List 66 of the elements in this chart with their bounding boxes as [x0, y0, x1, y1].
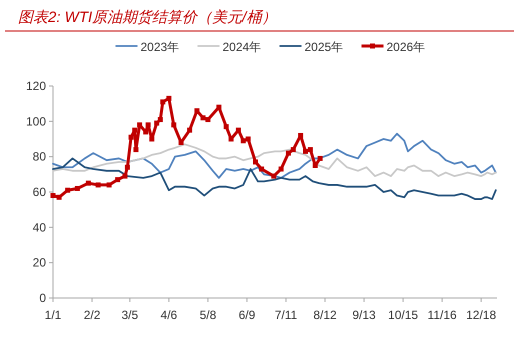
point: [187, 128, 192, 133]
x-tick-label: 3/5: [122, 308, 139, 322]
point: [318, 156, 323, 161]
point: [312, 163, 318, 168]
point: [122, 174, 128, 179]
point: [205, 117, 210, 122]
point: [246, 136, 251, 142]
y-tick-label: 20: [32, 256, 46, 270]
legend-label: 2024年: [222, 40, 262, 54]
point: [56, 194, 62, 200]
point: [302, 148, 308, 154]
point: [65, 188, 70, 193]
title: 图表2: WTI原油期货结算价（美元/桶）: [18, 9, 276, 26]
point: [132, 128, 138, 133]
point: [96, 182, 101, 188]
x-tick-label: 9/13: [352, 308, 376, 322]
point: [74, 186, 80, 191]
point: [308, 147, 313, 152]
y-tick-label: 0: [39, 291, 46, 305]
x-tick-label: 6/9: [238, 308, 256, 322]
point: [137, 122, 142, 128]
legend-label: 2023年: [140, 40, 180, 54]
point: [115, 177, 120, 182]
point: [240, 138, 246, 144]
y-tick-label: 40: [32, 220, 46, 234]
point: [149, 136, 154, 142]
y-tick-label: 120: [26, 79, 46, 93]
point: [128, 134, 134, 140]
x-tick-label: 8/12: [313, 308, 338, 322]
x-tick-label: 4/6: [160, 308, 178, 322]
point: [171, 122, 176, 128]
x-tick-label: 7/11: [274, 308, 298, 322]
x-tick-label: 1/1: [44, 308, 62, 322]
y-tick-label: 60: [32, 185, 46, 199]
point: [286, 150, 291, 156]
point: [271, 174, 276, 179]
point: [252, 159, 258, 164]
point: [278, 166, 284, 172]
point: [146, 122, 151, 128]
point: [154, 120, 160, 126]
point: [290, 147, 296, 152]
point: [133, 147, 138, 152]
point: [194, 108, 200, 114]
point: [158, 117, 163, 122]
point: [124, 164, 130, 170]
point: [86, 180, 91, 186]
x-tick-label: 5/8: [200, 308, 217, 322]
point: [160, 99, 166, 104]
point: [50, 193, 56, 198]
y-tick-label: 100: [26, 114, 46, 128]
point: [216, 104, 222, 110]
x-tick-label: 11/16: [428, 308, 458, 322]
y-tick-label: 80: [32, 150, 46, 164]
point: [166, 96, 172, 101]
point: [200, 115, 206, 120]
point: [259, 166, 264, 172]
x-tick-label: 12/18: [466, 308, 496, 322]
x-tick-label: 10/15: [388, 308, 418, 322]
x-tick-label: 2/2: [84, 308, 101, 322]
legend-label: 2025年: [304, 40, 344, 54]
point: [224, 124, 229, 130]
point: [298, 132, 304, 138]
point: [228, 136, 234, 142]
point: [178, 140, 184, 146]
legend-label: 2026年: [386, 40, 426, 54]
point: [106, 182, 112, 188]
